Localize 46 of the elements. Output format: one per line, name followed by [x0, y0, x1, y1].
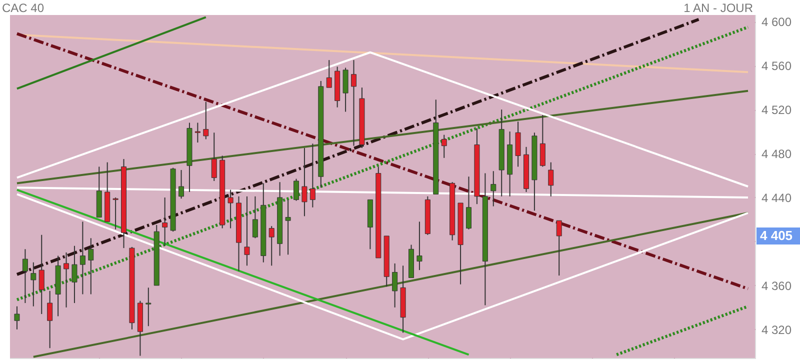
candlestick — [203, 101, 209, 140]
y-tick-label: 4 440 — [762, 190, 792, 205]
candlestick — [47, 290, 53, 349]
y-tick-label: 4 480 — [762, 147, 792, 162]
candlestick — [252, 196, 258, 239]
text: 1 AN - JOUR — [684, 1, 754, 15]
candlestick — [416, 221, 422, 271]
candlestick — [244, 196, 250, 266]
candlestick — [466, 176, 472, 230]
candlestick — [146, 287, 152, 327]
candlestick — [548, 162, 554, 197]
y-tick-label: 4 320 — [762, 322, 792, 337]
candlestick — [342, 67, 348, 112]
candlestick — [540, 114, 546, 168]
candlestick — [490, 170, 496, 207]
candlestick — [268, 226, 274, 266]
candlestick — [392, 262, 398, 308]
text: 4 405 — [760, 228, 793, 243]
candlestick — [351, 60, 356, 146]
candlestick — [38, 234, 44, 315]
candlestick — [22, 248, 28, 304]
candlestick — [294, 178, 300, 202]
y-tick-label: 4 360 — [762, 278, 792, 293]
candlestick — [80, 221, 86, 295]
candlestick — [515, 121, 521, 168]
candlestick — [162, 196, 168, 246]
candlestick — [326, 60, 332, 88]
candlestick — [64, 252, 70, 308]
candlestick — [194, 122, 200, 144]
chart-title: CAC 40 — [2, 1, 44, 15]
candlestick — [211, 132, 217, 182]
candlestick — [310, 143, 316, 208]
candlestick — [556, 220, 562, 276]
candlestick — [30, 262, 36, 307]
y-tick-label: 4 600 — [762, 15, 792, 30]
candlestick — [72, 245, 78, 304]
candlestick — [441, 134, 447, 158]
candlestick — [14, 306, 20, 330]
candlestick — [285, 199, 291, 256]
candlestick — [302, 148, 308, 217]
candlestick — [178, 170, 184, 200]
y-tick-label: 4 520 — [762, 103, 792, 118]
candlestick — [112, 196, 118, 230]
candlestick — [88, 238, 94, 295]
candlestick — [228, 189, 234, 229]
y-tick-label: 4 560 — [762, 59, 792, 74]
